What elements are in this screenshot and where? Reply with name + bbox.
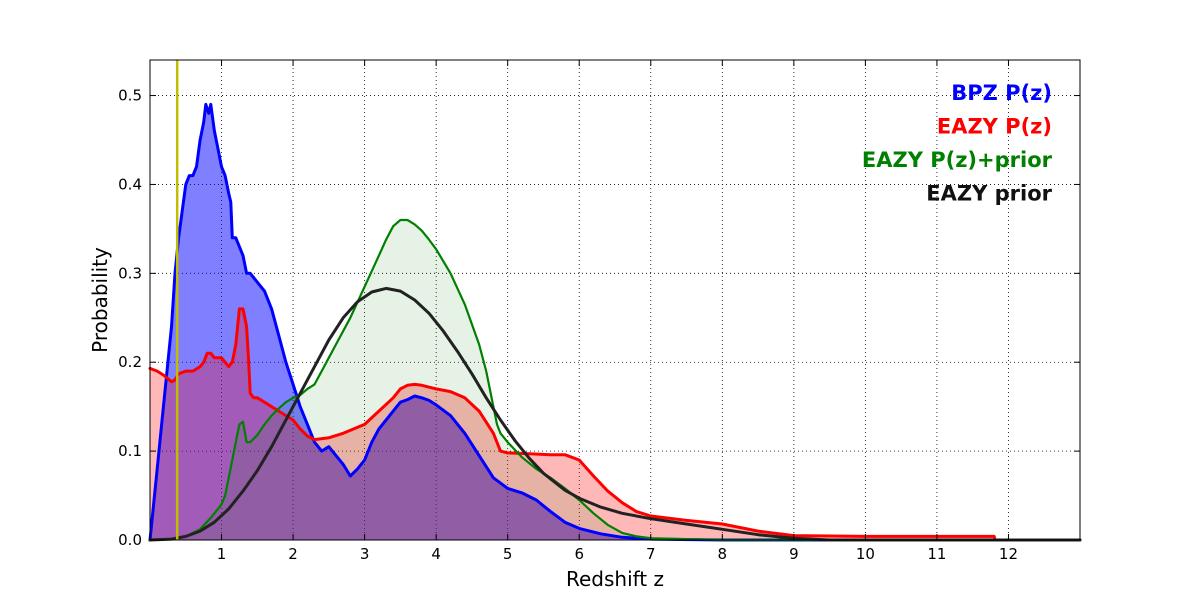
x-tick-label: 5 bbox=[503, 545, 513, 563]
x-tick-label: 11 bbox=[927, 545, 946, 563]
y-tick-label: 0.4 bbox=[118, 175, 142, 193]
legend-bpz-p-z: BPZ P(z) bbox=[951, 81, 1052, 105]
grid bbox=[150, 60, 1080, 540]
x-tick-label: 12 bbox=[999, 545, 1018, 563]
legend: BPZ P(z) EAZY P(z) EAZY P(z)+prior EAZY pri… bbox=[862, 81, 1053, 206]
legend-eazy-p-z: EAZY P(z) bbox=[937, 115, 1052, 139]
x-tick-label: 6 bbox=[574, 545, 584, 563]
bpz-p-z-fill bbox=[150, 104, 1080, 541]
series-lines bbox=[148, 102, 1082, 542]
x-tick-label: 1 bbox=[217, 545, 227, 563]
eazy-prior-line bbox=[148, 286, 1082, 542]
y-tick-label: 0.1 bbox=[118, 442, 142, 460]
y-tick-label: 0.3 bbox=[118, 264, 142, 282]
series-fills bbox=[150, 104, 1080, 541]
y-tick-label: 0.0 bbox=[118, 531, 142, 549]
x-tick-label: 2 bbox=[288, 545, 298, 563]
x-axis-title: Redshift z bbox=[566, 567, 664, 591]
eazy-p-z-line bbox=[148, 307, 997, 542]
legend-eazy-p-z-prior: EAZY P(z)+prior bbox=[862, 148, 1053, 172]
x-tick-label: 10 bbox=[856, 545, 875, 563]
eazy-p-z-fill bbox=[150, 308, 995, 540]
legend-eazy-prior: EAZY prior bbox=[926, 182, 1052, 206]
x-tick-label: 8 bbox=[718, 545, 728, 563]
y-axis-title: Probability bbox=[88, 247, 112, 353]
y-tick-label: 0.5 bbox=[118, 87, 142, 105]
bpz-p-z-line bbox=[148, 102, 1082, 542]
x-tick-label: 7 bbox=[646, 545, 656, 563]
axis-ticks: 1 2 3 4 5 6 7 8 9 10 11 120.00.10.20.30.40.5 bbox=[118, 60, 1080, 563]
x-tick-label: 4 bbox=[431, 545, 441, 563]
x-tick-label: 3 bbox=[360, 545, 370, 563]
eazy-p-z-prior-fill bbox=[150, 220, 1080, 540]
y-tick-label: 0.2 bbox=[118, 353, 142, 371]
x-tick-label: 9 bbox=[789, 545, 799, 563]
plot-frame bbox=[149, 59, 1081, 541]
